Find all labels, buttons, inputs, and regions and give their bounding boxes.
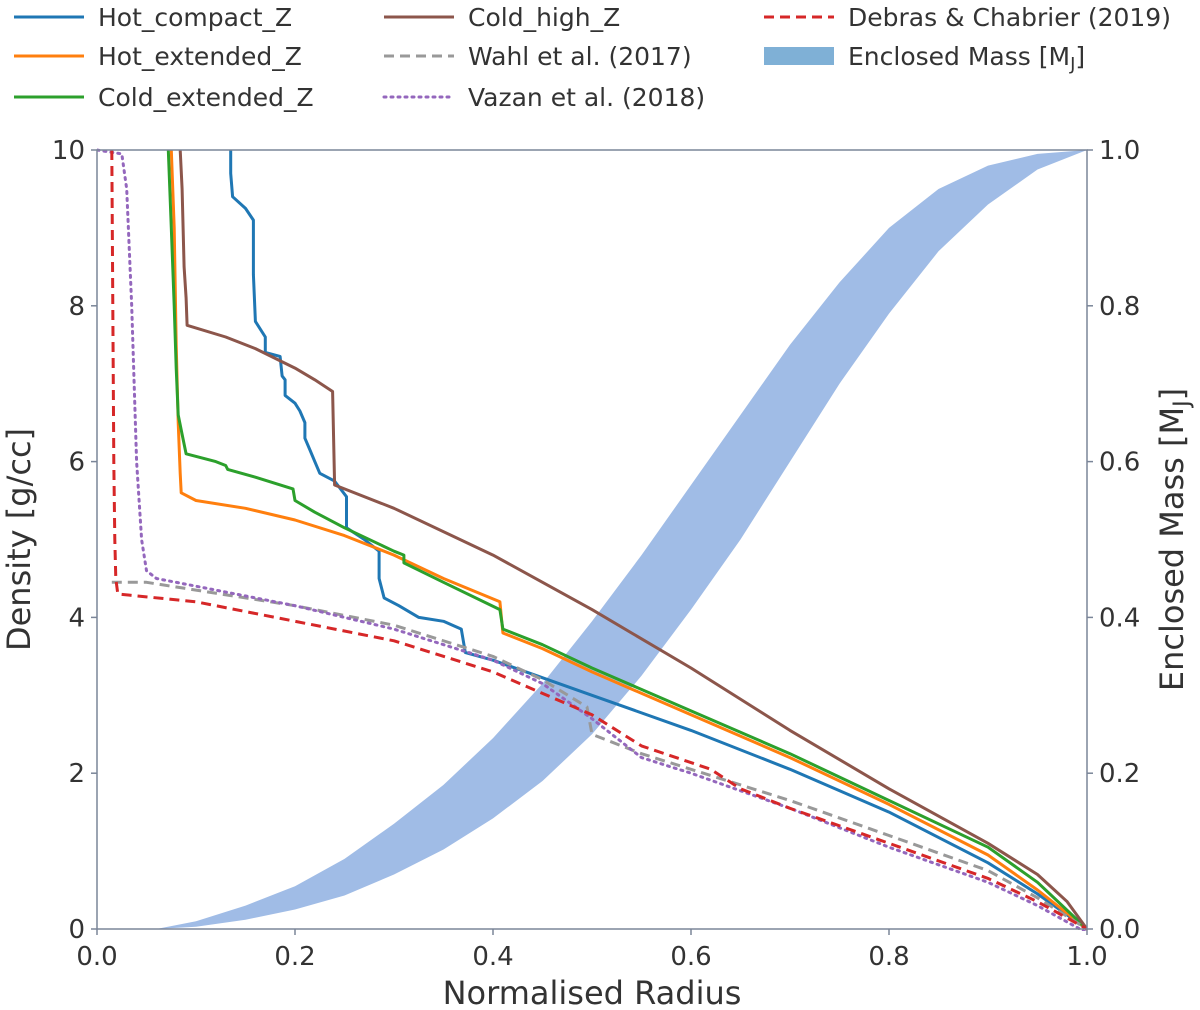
y-tick-label: 4 <box>68 603 85 633</box>
enclosed-mass-band <box>156 150 1087 929</box>
legend-label-hot-extended-z: Hot_extended_Z <box>98 42 302 71</box>
legend-label-cold-high-z: Cold_high_Z <box>468 3 620 32</box>
y2-tick-label: 0.8 <box>1099 292 1140 322</box>
y2-tick-label: 1.0 <box>1099 136 1140 166</box>
series-line-vazan-et-al-2018 <box>97 148 1087 931</box>
legend-label-wahl-et-al-2017: Wahl et al. (2017) <box>468 42 692 71</box>
y-tick-label: 2 <box>68 759 85 789</box>
legend: Hot_compact_Z Hot_extended_Z Cold_extended… <box>14 3 1171 112</box>
legend-label-cold-extended-z: Cold_extended_Z <box>98 83 314 112</box>
series-line-wahl-et-al-2017 <box>111 580 1087 931</box>
x-tick-label: 0.0 <box>76 942 117 972</box>
y-tick-label: 8 <box>68 292 85 322</box>
legend-handle-enclosed-mass <box>764 47 834 65</box>
y-tick-label: 6 <box>68 448 85 478</box>
legend-label-enclosed-mass-subscript: J <box>1069 54 1075 75</box>
y-axis-label: Density [g/cc] <box>0 428 38 651</box>
legend-label-vazan-et-al-2018: Vazan et al. (2018) <box>468 83 705 112</box>
legend-label-enclosed-mass-main: Enclosed Mass [M <box>848 42 1070 71</box>
y2-tick-label: 0.6 <box>1099 448 1140 478</box>
x-tick-label: 1.0 <box>1066 942 1107 972</box>
legend-label-hot-compact-z: Hot_compact_Z <box>98 3 292 32</box>
y-tick-label: 10 <box>52 136 85 166</box>
x-tick-label: 0.4 <box>472 942 513 972</box>
y2-tick-label: 0.0 <box>1099 915 1140 945</box>
x-tick-label: 0.2 <box>274 942 315 972</box>
y2-tick-label: 0.4 <box>1099 603 1140 633</box>
series-line-debras-chabrier-2019 <box>110 149 1087 931</box>
series-line-cold-extended-z <box>166 149 1087 931</box>
legend-label-enclosed-mass: Enclosed Mass [MJ] <box>848 42 1085 75</box>
y2-axis-label-main: Enclosed Mass [M <box>1153 407 1191 691</box>
series-line-hot-extended-z <box>169 149 1087 931</box>
y2-axis-label: Enclosed Mass [MJ] <box>1153 388 1195 691</box>
y2-axis-label-subscript: J <box>1170 400 1195 409</box>
axes-layer: 0.0 0.2 0.4 0.6 0.8 1.0 0 2 4 6 8 10 0.0 0.2 0.4 0.6 0.8… <box>0 136 1195 1010</box>
legend-label-enclosed-mass-close: ] <box>1075 42 1085 71</box>
y2-tick-label: 0.2 <box>1099 759 1140 789</box>
mass-band-layer <box>156 150 1087 929</box>
y2-axis-label-close: ] <box>1153 388 1191 400</box>
series-line-cold-high-z <box>178 149 1087 930</box>
series-layer <box>97 148 1087 931</box>
y-tick-label: 0 <box>68 915 85 945</box>
plot-frame <box>96 149 1088 930</box>
x-axis-label: Normalised Radius <box>443 974 742 1010</box>
x-tick-label: 0.6 <box>670 942 711 972</box>
legend-label-debras-chabrier-2019: Debras & Chabrier (2019) <box>848 3 1171 32</box>
x-tick-label: 0.8 <box>868 942 909 972</box>
